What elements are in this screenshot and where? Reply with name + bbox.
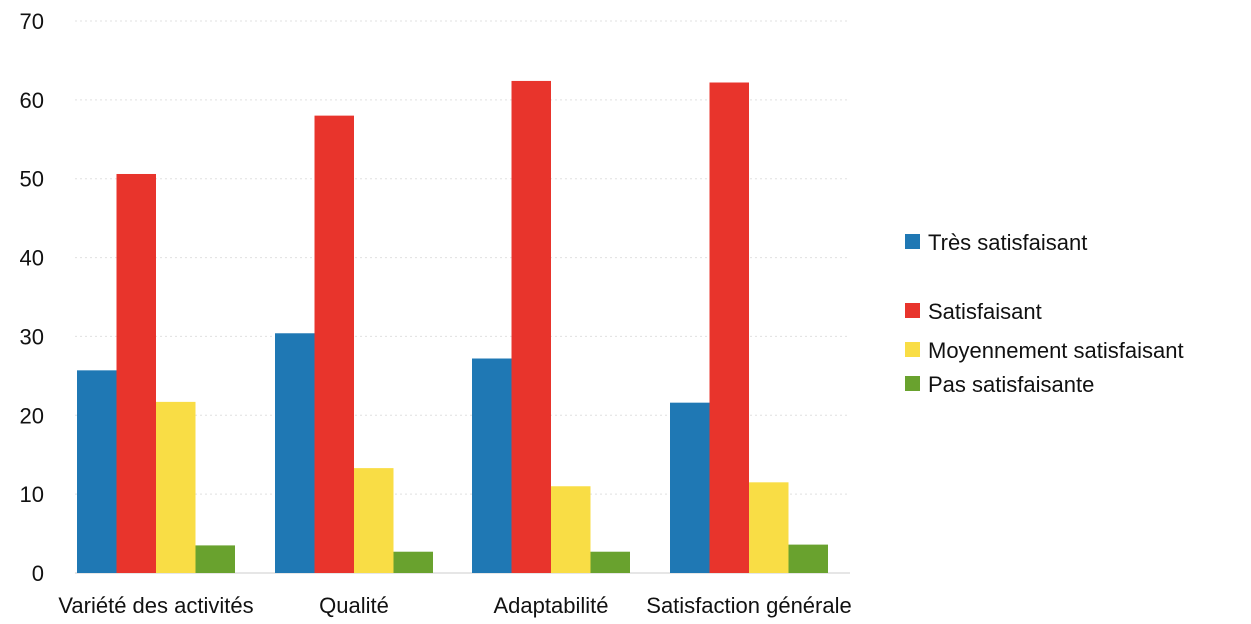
y-tick-label: 40 <box>20 246 44 271</box>
x-category-label: Variété des activités <box>58 593 253 618</box>
bar <box>116 173 156 574</box>
bars-layer <box>77 80 828 574</box>
legend: Très satisfaisant Satisfaisant Moyennement… <box>905 230 1184 397</box>
x-category-label: Adaptabilité <box>494 593 609 618</box>
legend-label: Très satisfaisant <box>928 230 1087 255</box>
bar <box>472 358 512 573</box>
bar <box>156 401 196 573</box>
bar <box>77 370 117 573</box>
legend-label: Pas satisfaisante <box>928 372 1094 397</box>
bar <box>788 544 828 573</box>
legend-swatch <box>905 376 920 391</box>
axis-layer: 0 10 20 30 40 50 60 70 <box>20 9 850 586</box>
bar <box>354 468 394 573</box>
bar <box>749 482 789 573</box>
y-tick-label: 20 <box>20 403 44 428</box>
bar <box>275 333 315 573</box>
bar <box>511 80 551 573</box>
bar <box>551 486 591 573</box>
y-tick-label: 70 <box>20 9 44 34</box>
bar <box>670 402 710 573</box>
y-tick-label: 10 <box>20 482 44 507</box>
bar <box>195 545 235 573</box>
legend-swatch <box>905 303 920 318</box>
y-tick-label: 0 <box>32 561 44 586</box>
legend-label: Satisfaisant <box>928 299 1042 324</box>
y-tick-label: 50 <box>20 167 44 192</box>
legend-label: Moyennement satisfaisant <box>928 338 1184 363</box>
bar <box>709 82 749 573</box>
x-category-label: Satisfaction générale <box>646 593 851 618</box>
x-category-label: Qualité <box>319 593 389 618</box>
bar <box>393 551 433 573</box>
y-tick-label: 30 <box>20 324 44 349</box>
y-tick-label: 60 <box>20 88 44 113</box>
legend-swatch <box>905 342 920 357</box>
bar <box>590 551 630 573</box>
bar <box>314 115 354 573</box>
legend-swatch <box>905 234 920 249</box>
category-labels: Variété des activités Qualité Adaptabilité… <box>58 593 851 618</box>
